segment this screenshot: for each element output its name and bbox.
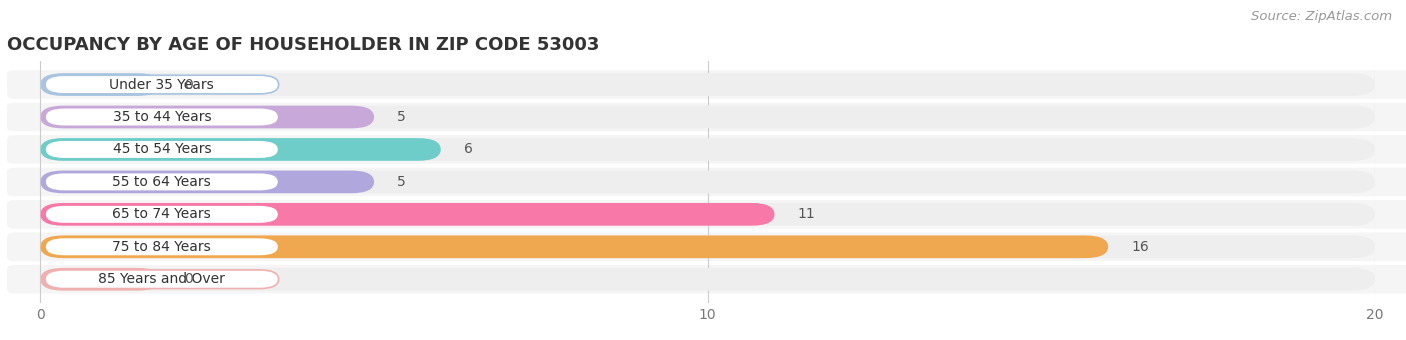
Text: Under 35 Years: Under 35 Years (110, 78, 214, 91)
FancyBboxPatch shape (7, 70, 1406, 99)
FancyBboxPatch shape (41, 138, 441, 161)
Text: Source: ZipAtlas.com: Source: ZipAtlas.com (1251, 10, 1392, 23)
FancyBboxPatch shape (41, 171, 1375, 193)
FancyBboxPatch shape (41, 235, 1375, 258)
Text: 11: 11 (797, 207, 815, 221)
Text: 55 to 64 Years: 55 to 64 Years (112, 175, 211, 189)
Text: 16: 16 (1132, 240, 1149, 254)
FancyBboxPatch shape (45, 237, 278, 256)
FancyBboxPatch shape (45, 75, 278, 94)
FancyBboxPatch shape (7, 168, 1406, 196)
FancyBboxPatch shape (7, 265, 1406, 293)
FancyBboxPatch shape (7, 200, 1406, 228)
FancyBboxPatch shape (41, 203, 1375, 226)
FancyBboxPatch shape (41, 73, 160, 96)
Text: 85 Years and Over: 85 Years and Over (98, 272, 225, 286)
FancyBboxPatch shape (41, 268, 1375, 291)
Text: 35 to 44 Years: 35 to 44 Years (112, 110, 211, 124)
Text: 75 to 84 Years: 75 to 84 Years (112, 240, 211, 254)
FancyBboxPatch shape (41, 171, 374, 193)
Text: OCCUPANCY BY AGE OF HOUSEHOLDER IN ZIP CODE 53003: OCCUPANCY BY AGE OF HOUSEHOLDER IN ZIP C… (7, 36, 599, 54)
FancyBboxPatch shape (41, 235, 1108, 258)
FancyBboxPatch shape (41, 268, 160, 291)
Text: 6: 6 (464, 142, 472, 156)
FancyBboxPatch shape (41, 106, 374, 129)
FancyBboxPatch shape (45, 270, 278, 289)
FancyBboxPatch shape (7, 135, 1406, 164)
FancyBboxPatch shape (41, 106, 1375, 129)
FancyBboxPatch shape (45, 173, 278, 191)
FancyBboxPatch shape (41, 73, 1375, 96)
Text: 65 to 74 Years: 65 to 74 Years (112, 207, 211, 221)
FancyBboxPatch shape (41, 138, 1375, 161)
FancyBboxPatch shape (45, 108, 278, 126)
Text: 5: 5 (398, 110, 406, 124)
FancyBboxPatch shape (7, 233, 1406, 261)
Text: 0: 0 (184, 272, 193, 286)
FancyBboxPatch shape (41, 203, 775, 226)
Text: 0: 0 (184, 78, 193, 91)
Text: 45 to 54 Years: 45 to 54 Years (112, 142, 211, 156)
FancyBboxPatch shape (7, 103, 1406, 131)
FancyBboxPatch shape (45, 140, 278, 159)
Text: 5: 5 (398, 175, 406, 189)
FancyBboxPatch shape (45, 205, 278, 224)
